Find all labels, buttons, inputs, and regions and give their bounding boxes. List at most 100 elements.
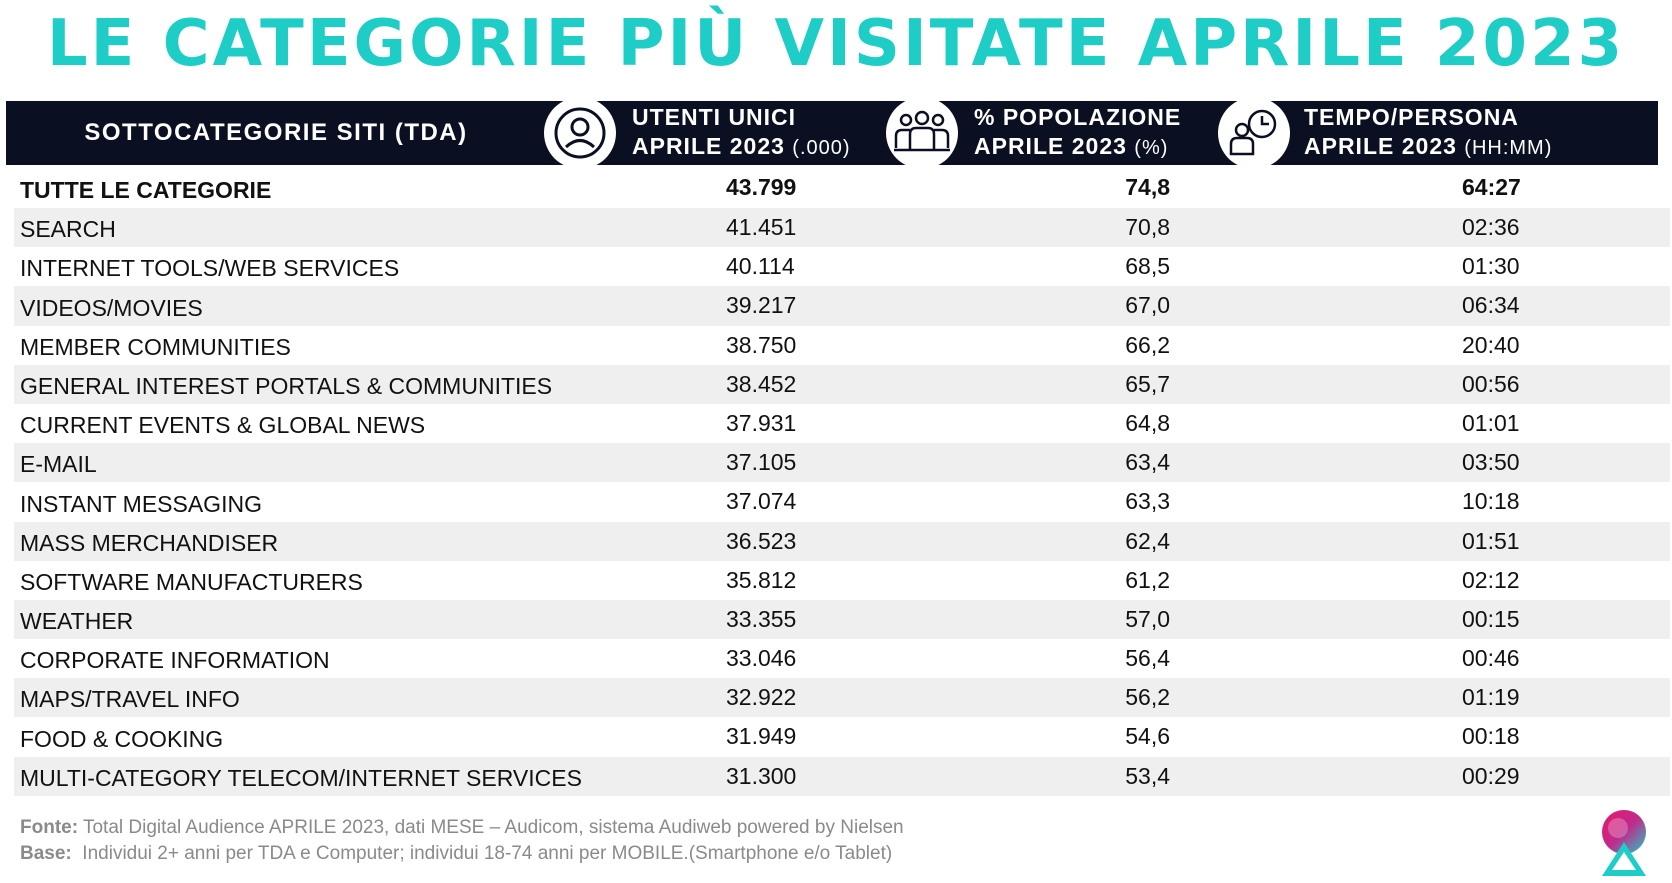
table-row: E-MAIL 37.105 63,4 03:50 bbox=[14, 443, 1670, 483]
row-category: E-MAIL bbox=[20, 451, 97, 478]
header-users-line1: UTENTI UNICI bbox=[632, 104, 797, 130]
row-category: INTERNET TOOLS/WEB SERVICES bbox=[20, 255, 400, 282]
header-category-label: SOTTOCATEGORIE SITI (TDA) bbox=[84, 119, 468, 146]
footer-base-label: Base: bbox=[20, 843, 72, 864]
row-category: MULTI-CATEGORY TELECOM/INTERNET SERVICES bbox=[20, 764, 582, 791]
table-row: VIDEOS/MOVIES 39.217 67,0 06:34 bbox=[14, 286, 1670, 326]
row-time: 02:36 bbox=[1462, 214, 1520, 240]
header-pct: % POPOLAZIONE APRILE 2023 (%) bbox=[974, 101, 1214, 165]
footer-base-text: Individui 2+ anni per TDA e Computer; in… bbox=[71, 843, 893, 864]
row-category: CURRENT EVENTS & GLOBAL NEWS bbox=[20, 412, 426, 439]
header-category: SOTTOCATEGORIE SITI (TDA) bbox=[6, 101, 546, 165]
row-pct: 70,8 bbox=[1125, 214, 1170, 240]
row-users: 38.750 bbox=[726, 331, 797, 358]
row-users: 31.300 bbox=[726, 762, 797, 789]
header-pct-line1: % POPOLAZIONE bbox=[974, 104, 1182, 130]
row-pct: 56,4 bbox=[1125, 645, 1170, 672]
row-category: WEATHER bbox=[20, 608, 134, 635]
row-time: 64:27 bbox=[1462, 174, 1521, 200]
row-pct: 65,7 bbox=[1125, 370, 1170, 397]
row-users: 38.452 bbox=[726, 370, 797, 397]
row-category: GENERAL INTEREST PORTALS & COMMUNITIES bbox=[20, 372, 553, 399]
table-row: INSTANT MESSAGING 37.074 63,3 10:18 bbox=[14, 482, 1670, 521]
row-pct: 53,4 bbox=[1125, 762, 1170, 789]
row-pct: 64,8 bbox=[1125, 409, 1170, 436]
row-pct: 68,5 bbox=[1125, 253, 1170, 280]
footer-base: Base: Individui 2+ anni per TDA e Comput… bbox=[20, 841, 904, 867]
row-pct: 61,2 bbox=[1125, 566, 1170, 593]
row-category: CORPORATE INFORMATION bbox=[20, 647, 330, 674]
audicom-logo bbox=[1594, 808, 1654, 878]
header-time-line2: APRILE 2023 bbox=[1304, 133, 1457, 159]
footer-source-label: Fonte: bbox=[20, 817, 79, 838]
header-time-unit: (HH:MM) bbox=[1464, 137, 1553, 159]
row-category: TUTTE LE CATEGORIE bbox=[20, 177, 272, 203]
row-users: 39.217 bbox=[726, 292, 797, 319]
row-users: 33.355 bbox=[726, 605, 797, 632]
row-pct: 74,8 bbox=[1125, 174, 1170, 200]
row-time: 03:50 bbox=[1462, 449, 1520, 476]
row-pct: 57,0 bbox=[1125, 605, 1170, 632]
row-users: 37.931 bbox=[726, 409, 797, 436]
row-category: MAPS/TRAVEL INFO bbox=[20, 686, 240, 713]
row-time: 10:18 bbox=[1462, 488, 1520, 515]
row-pct: 62,4 bbox=[1125, 527, 1170, 554]
table-row: WEATHER 33.355 57,0 00:15 bbox=[14, 599, 1670, 640]
row-pct: 66,2 bbox=[1125, 331, 1170, 358]
row-time: 00:56 bbox=[1462, 370, 1520, 397]
row-time: 01:51 bbox=[1462, 527, 1520, 554]
header-pct-line2: APRILE 2023 bbox=[974, 133, 1127, 159]
table-row: SOFTWARE MANUFACTURERS 35.812 61,2 02:12 bbox=[14, 561, 1670, 600]
row-users: 40.114 bbox=[726, 253, 795, 280]
table-row: CURRENT EVENTS & GLOBAL NEWS 37.931 64,8… bbox=[14, 404, 1670, 443]
header-time: TEMPO/PERSONA APRILE 2023 (HH:MM) bbox=[1304, 101, 1658, 165]
header-users: UTENTI UNICI APRILE 2023 (.000) bbox=[632, 101, 882, 165]
row-time: 00:29 bbox=[1462, 762, 1520, 789]
row-category: MEMBER COMMUNITIES bbox=[20, 333, 291, 360]
row-time: 20:40 bbox=[1462, 331, 1520, 358]
row-category: SOFTWARE MANUFACTURERS bbox=[20, 568, 363, 595]
row-category: SEARCH bbox=[20, 216, 116, 243]
table-row: MULTI-CATEGORY TELECOM/INTERNET SERVICES… bbox=[14, 756, 1670, 796]
row-time: 01:19 bbox=[1462, 684, 1520, 711]
row-pct: 56,2 bbox=[1125, 684, 1170, 711]
row-time: 02:12 bbox=[1462, 566, 1520, 593]
data-table: TUTTE LE CATEGORIE 43.799 74,8 64:27 SEA… bbox=[14, 168, 1670, 796]
row-users: 43.799 bbox=[726, 174, 797, 200]
table-row: TUTTE LE CATEGORIE 43.799 74,8 64:27 bbox=[14, 168, 1670, 208]
row-category: FOOD & COOKING bbox=[20, 725, 224, 752]
row-time: 00:15 bbox=[1462, 605, 1520, 632]
row-time: 00:46 bbox=[1462, 645, 1520, 672]
table-row: INTERNET TOOLS/WEB SERVICES 40.114 68,5 … bbox=[14, 247, 1670, 286]
row-users: 31.949 bbox=[726, 723, 797, 750]
row-category: VIDEOS/MOVIES bbox=[20, 294, 203, 321]
row-users: 37.105 bbox=[726, 449, 797, 476]
row-category: INSTANT MESSAGING bbox=[20, 490, 262, 517]
table-row: MASS MERCHANDISER 36.523 62,4 01:51 bbox=[14, 521, 1670, 561]
row-time: 01:30 bbox=[1462, 253, 1520, 280]
row-category: MASS MERCHANDISER bbox=[20, 529, 279, 556]
footer-source: Fonte: Total Digital Audience APRILE 202… bbox=[20, 815, 904, 841]
user-icon bbox=[544, 97, 616, 169]
table-header: SOTTOCATEGORIE SITI (TDA) UTENTI UNICI A… bbox=[6, 97, 1658, 169]
page-title: LE CATEGORIE PIÙ VISITATE APRILE 2023 bbox=[46, 7, 1626, 81]
table-row: FOOD & COOKING 31.949 54,6 00:18 bbox=[14, 717, 1670, 756]
row-users: 36.523 bbox=[726, 527, 797, 554]
row-pct: 67,0 bbox=[1125, 292, 1170, 319]
row-users: 41.451 bbox=[726, 214, 797, 240]
row-pct: 63,3 bbox=[1125, 488, 1170, 515]
row-time: 00:18 bbox=[1462, 723, 1520, 750]
row-users: 32.922 bbox=[726, 684, 797, 711]
row-time: 01:01 bbox=[1462, 409, 1520, 436]
table-row: GENERAL INTEREST PORTALS & COMMUNITIES 3… bbox=[14, 364, 1670, 404]
group-icon bbox=[886, 97, 958, 169]
footer-source-text: Total Digital Audience APRILE 2023, dati… bbox=[78, 817, 904, 838]
table-row: MEMBER COMMUNITIES 38.750 66,2 20:40 bbox=[14, 326, 1670, 365]
header-time-line1: TEMPO/PERSONA bbox=[1304, 104, 1519, 130]
row-users: 33.046 bbox=[726, 645, 797, 672]
row-pct: 54,6 bbox=[1125, 723, 1170, 750]
row-users: 35.812 bbox=[726, 566, 797, 593]
header-users-line2: APRILE 2023 bbox=[632, 133, 785, 159]
table-row: CORPORATE INFORMATION 33.046 56,4 00:46 bbox=[14, 639, 1670, 678]
header-users-unit: (.000) bbox=[792, 137, 851, 159]
